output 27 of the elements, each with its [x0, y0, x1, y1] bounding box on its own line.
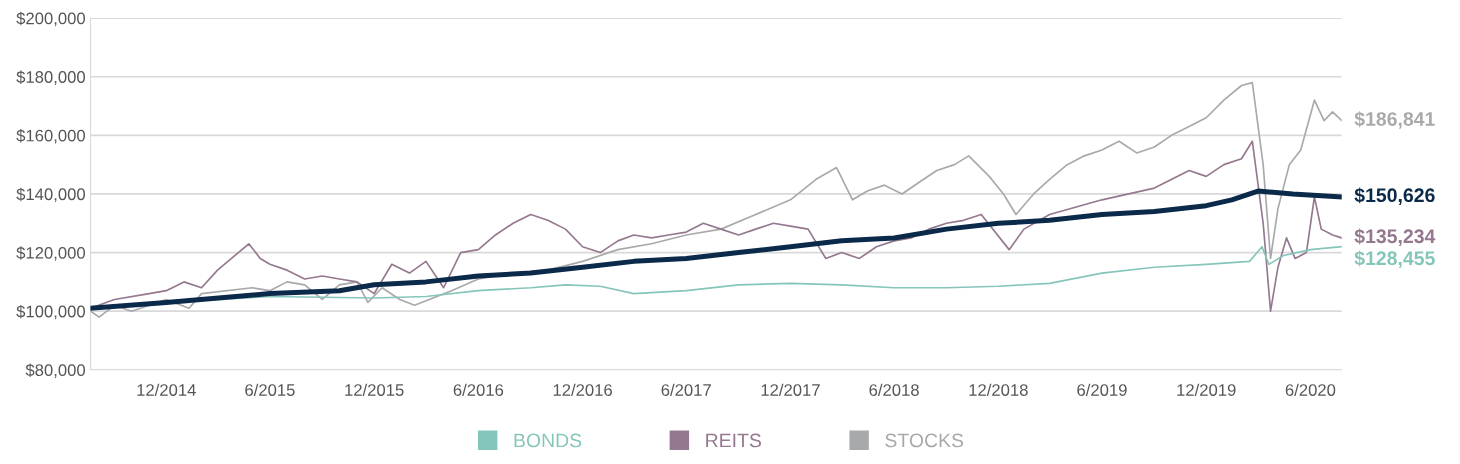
line-series	[90, 81, 1342, 318]
x-tick-label: 6/2015	[245, 383, 295, 396]
x-tick-label: 6/2019	[1077, 383, 1127, 396]
legend-label: STOCKS	[885, 433, 964, 448]
x-tick-label: 12/2018	[969, 383, 1028, 396]
y-tick-label: $80,000	[25, 363, 86, 378]
y-tick-label: $160,000	[16, 129, 86, 144]
text: $150,626	[1354, 187, 1435, 205]
text: $135,234	[1354, 228, 1436, 246]
text: $186,841	[1354, 111, 1435, 129]
legend-label: REITS	[706, 433, 761, 448]
x-tick-label: 6/2018	[869, 383, 919, 396]
legend-label: BONDS	[514, 433, 582, 448]
text: $128,455	[1354, 250, 1435, 268]
x-tick-label: 12/2016	[553, 383, 612, 396]
x-tick-label: 6/2020	[1285, 383, 1336, 396]
y-tick-label: $180,000	[16, 70, 86, 85]
y-tick-label: $200,000	[16, 11, 86, 27]
y-tick-label: $140,000	[16, 187, 86, 203]
x-tick-label: 6/2016	[453, 383, 504, 396]
x-tick-label: 12/2015	[345, 383, 404, 396]
x-tick-label: 12/2017	[761, 383, 820, 396]
x-tick-label: 12/2014	[137, 383, 196, 396]
y-tick-label: $100,000	[16, 304, 86, 320]
x-tick-label: 12/2019	[1177, 383, 1236, 396]
y-tick-label: $120,000	[16, 246, 86, 261]
x-tick-label: 6/2017	[661, 383, 711, 396]
